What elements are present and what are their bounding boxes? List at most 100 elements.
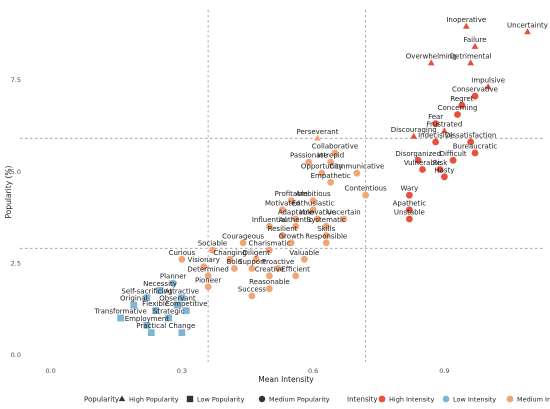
point-enthusiastic bbox=[309, 206, 317, 214]
point-visionary bbox=[200, 263, 208, 271]
point-label-creative: Creative bbox=[255, 265, 284, 273]
point-creative bbox=[265, 272, 273, 280]
point-communicative bbox=[353, 169, 361, 177]
point-necessity bbox=[156, 287, 164, 294]
point-label-success: Success bbox=[238, 286, 267, 294]
point-responsible bbox=[322, 239, 330, 247]
point-unstable bbox=[405, 215, 413, 223]
point-label-wary: Wary bbox=[400, 185, 418, 193]
point-label-motivated: Motivated bbox=[265, 199, 300, 207]
point-label-systematic: Systematic bbox=[307, 216, 346, 224]
point-attractive bbox=[178, 294, 186, 302]
point-fear bbox=[432, 120, 440, 128]
point-empathetic bbox=[327, 178, 335, 186]
point-label-proactive: Proactive bbox=[262, 258, 294, 266]
point-label-charismatic: Charismatic bbox=[249, 240, 291, 248]
point-change bbox=[178, 329, 186, 337]
point-motivated bbox=[279, 206, 286, 214]
point-label-authentic: Authentic bbox=[279, 216, 313, 224]
point-label-attractive: Attractive bbox=[165, 287, 199, 295]
point-growth bbox=[287, 239, 295, 247]
point-success bbox=[248, 292, 256, 300]
point-label-communicative: Communicative bbox=[329, 163, 384, 171]
point-uncertain bbox=[340, 215, 348, 223]
point-systematic bbox=[322, 222, 330, 230]
point-label-collaborative: Collaborative bbox=[312, 143, 358, 151]
point-label-pioneer: Pioneer bbox=[195, 276, 221, 284]
point-label-disorganized: Disorganized bbox=[395, 150, 441, 158]
point-label-failure: Failure bbox=[463, 36, 486, 44]
point-label-fear: Fear bbox=[428, 113, 443, 121]
point-hasty bbox=[440, 173, 448, 181]
point-label-unstable: Unstable bbox=[394, 209, 425, 217]
point-indecisive bbox=[432, 138, 440, 146]
point-collaborative bbox=[331, 149, 339, 157]
point-label-change: Change bbox=[168, 322, 195, 330]
point-label-perseverant: Perseverant bbox=[297, 128, 339, 136]
point-bold bbox=[230, 265, 238, 272]
point-transformative bbox=[117, 314, 125, 322]
point-label-practical: Practical bbox=[136, 322, 166, 330]
point-label-curious: Curious bbox=[169, 249, 196, 257]
point-label-observant: Observant bbox=[159, 295, 196, 303]
point-label-profitable: Profitable bbox=[275, 190, 308, 198]
data-points bbox=[117, 22, 531, 337]
legend-medium-popularity-key bbox=[258, 395, 266, 403]
legend-high-popularity-key bbox=[118, 395, 126, 402]
point-vulnerable bbox=[419, 166, 426, 173]
point-label-conservative: Conservative bbox=[452, 86, 498, 94]
legend-low-intensity: Low Intensity bbox=[453, 396, 496, 404]
point-label-sociable: Sociable bbox=[198, 240, 228, 248]
point-label-growth: Growth bbox=[279, 232, 304, 240]
point-label-diligent: Diligent bbox=[243, 249, 270, 257]
point-competitive bbox=[182, 307, 190, 315]
point-reasonable bbox=[265, 285, 273, 293]
x-tick-label: 0.3 bbox=[177, 367, 187, 375]
legend-medium-popularity: Medium Popularity bbox=[269, 396, 330, 404]
x-axis-ticks: 0.0 0.3 0.6 0.9 bbox=[45, 367, 449, 375]
legend-low-intensity-key bbox=[442, 395, 450, 403]
point-inoperative bbox=[462, 22, 470, 29]
point-label-impulsive: Impulsive bbox=[471, 77, 505, 85]
point-intrepid bbox=[327, 158, 335, 166]
point-opportunity bbox=[318, 169, 326, 177]
legend-low-popularity: Low Popularity bbox=[197, 396, 245, 404]
point-innovative bbox=[314, 215, 321, 223]
point-label-bold: Bold bbox=[227, 258, 242, 266]
point-influential bbox=[265, 222, 273, 230]
point-label-competitive: Competitive bbox=[165, 300, 208, 308]
x-tick-label: 0.0 bbox=[45, 367, 55, 375]
point-overwhelming bbox=[427, 59, 435, 66]
point-regret bbox=[458, 101, 466, 109]
legend-intensity-title: Intensity bbox=[347, 396, 377, 404]
point-ambitious bbox=[309, 197, 317, 205]
point-label-uncertainty: Uncertainty bbox=[507, 22, 548, 30]
y-tick-label: 5.0 bbox=[11, 168, 21, 176]
point-label-uncertain: Uncertain bbox=[327, 209, 361, 217]
point-label-changing: Changing bbox=[213, 249, 246, 257]
legend-low-popularity-key bbox=[186, 395, 194, 403]
point-bureaucratic bbox=[471, 149, 479, 157]
point-disorganized bbox=[414, 156, 422, 164]
point-dissatisfaction bbox=[467, 138, 475, 146]
point-authentic bbox=[292, 222, 300, 230]
x-tick-label: 0.6 bbox=[308, 367, 318, 375]
point-label-opportunity: Opportunity bbox=[301, 163, 343, 171]
point-perseverant bbox=[314, 134, 321, 141]
point-label-frustrated: Frustrated bbox=[426, 121, 462, 129]
point-skills bbox=[322, 232, 330, 239]
point-label-ambitious: Ambitious bbox=[296, 190, 331, 198]
point-efficient bbox=[292, 272, 300, 280]
point-planner bbox=[169, 279, 177, 287]
point-label-innovative: Innovative bbox=[299, 209, 336, 217]
point-label-strategic: Strategic bbox=[153, 308, 185, 316]
point-label-influential: Influential bbox=[252, 216, 287, 224]
y-tick-label: 0.0 bbox=[11, 351, 21, 359]
point-strategic bbox=[165, 314, 173, 322]
point-label-reasonable: Reasonable bbox=[249, 278, 290, 286]
point-label-skills: Skills bbox=[317, 225, 335, 233]
legend-high-intensity-key bbox=[378, 395, 386, 403]
point-proactive bbox=[274, 265, 282, 272]
point-discouraging bbox=[410, 132, 418, 139]
point-profitable bbox=[287, 197, 295, 205]
